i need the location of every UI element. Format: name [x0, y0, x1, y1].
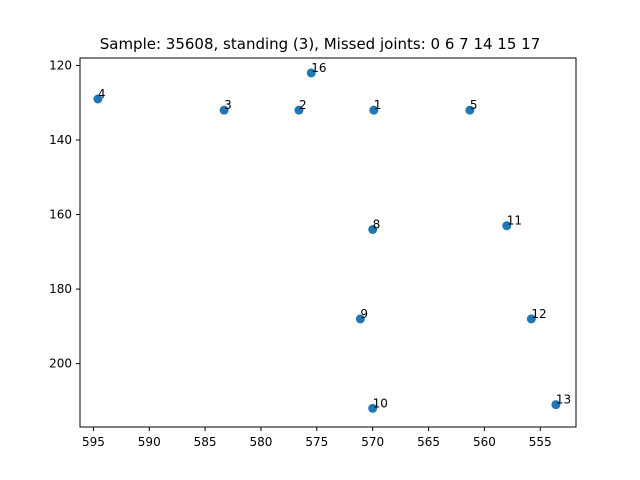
x-tick-label: 595: [82, 435, 105, 449]
data-point: [551, 400, 561, 410]
x-tick-label: 555: [529, 435, 552, 449]
x-tick-label: 575: [305, 435, 328, 449]
data-point: [369, 105, 379, 115]
data-point: [294, 105, 304, 115]
y-tick-label: 180: [49, 282, 72, 296]
point-label: 4: [98, 87, 106, 101]
data-point: [368, 403, 378, 413]
x-tick-label: 565: [417, 435, 440, 449]
data-point: [368, 224, 378, 234]
data-point: [526, 314, 536, 324]
y-tick-label: 160: [49, 208, 72, 222]
x-axis: 595 590 585 580 575 570 565 560 555: [82, 427, 552, 449]
point-label: 13: [556, 393, 571, 407]
data-point: [502, 221, 512, 231]
data-point: [93, 94, 103, 104]
point-label: 9: [360, 307, 368, 321]
x-tick-label: 570: [361, 435, 384, 449]
point-label: 2: [299, 98, 307, 112]
y-tick-label: 200: [49, 357, 72, 371]
y-tick-label: 140: [49, 133, 72, 147]
chart-title: Sample: 35608, standing (3), Missed join…: [100, 35, 541, 53]
x-tick-label: 560: [473, 435, 496, 449]
point-label: 1: [374, 98, 382, 112]
x-tick-label: 585: [194, 435, 217, 449]
plot-frame: [79, 57, 577, 428]
data-point: [465, 105, 475, 115]
point-label: 8: [373, 217, 381, 231]
y-tick-label: 120: [49, 58, 72, 72]
point-label: 12: [531, 307, 546, 321]
point-label: 16: [311, 61, 326, 75]
point-label: 3: [224, 98, 232, 112]
point-label: 10: [373, 396, 388, 410]
point-label: 11: [507, 214, 522, 228]
x-tick-label: 590: [138, 435, 161, 449]
data-point: [355, 314, 365, 324]
data-point: [219, 105, 229, 115]
y-axis: 120 140 160 180 200: [49, 58, 80, 371]
x-tick-label: 580: [250, 435, 273, 449]
data-point: [306, 68, 316, 78]
point-label: 5: [470, 98, 478, 112]
